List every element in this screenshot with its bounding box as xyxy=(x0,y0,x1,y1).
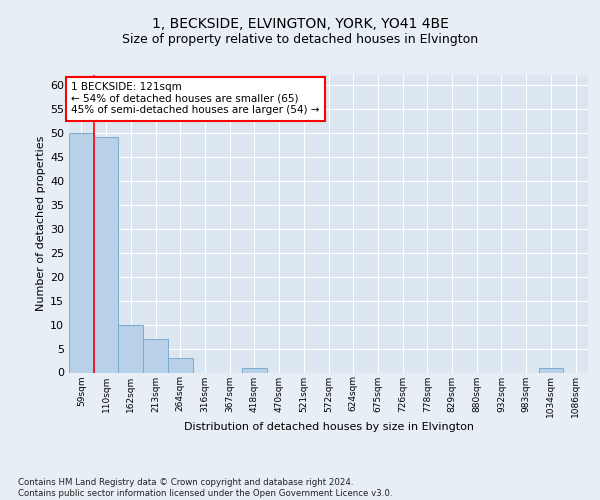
Text: 1, BECKSIDE, ELVINGTON, YORK, YO41 4BE: 1, BECKSIDE, ELVINGTON, YORK, YO41 4BE xyxy=(152,18,448,32)
Y-axis label: Number of detached properties: Number of detached properties xyxy=(36,136,46,312)
Text: Contains HM Land Registry data © Crown copyright and database right 2024.
Contai: Contains HM Land Registry data © Crown c… xyxy=(18,478,392,498)
Bar xyxy=(118,324,143,372)
Bar xyxy=(143,339,168,372)
Text: Size of property relative to detached houses in Elvington: Size of property relative to detached ho… xyxy=(122,32,478,46)
Bar xyxy=(539,368,563,372)
Bar xyxy=(69,132,94,372)
Bar xyxy=(242,368,267,372)
Text: 1 BECKSIDE: 121sqm
← 54% of detached houses are smaller (65)
45% of semi-detache: 1 BECKSIDE: 121sqm ← 54% of detached hou… xyxy=(71,82,319,116)
Bar xyxy=(94,138,118,372)
Text: Distribution of detached houses by size in Elvington: Distribution of detached houses by size … xyxy=(184,422,474,432)
Bar xyxy=(168,358,193,372)
